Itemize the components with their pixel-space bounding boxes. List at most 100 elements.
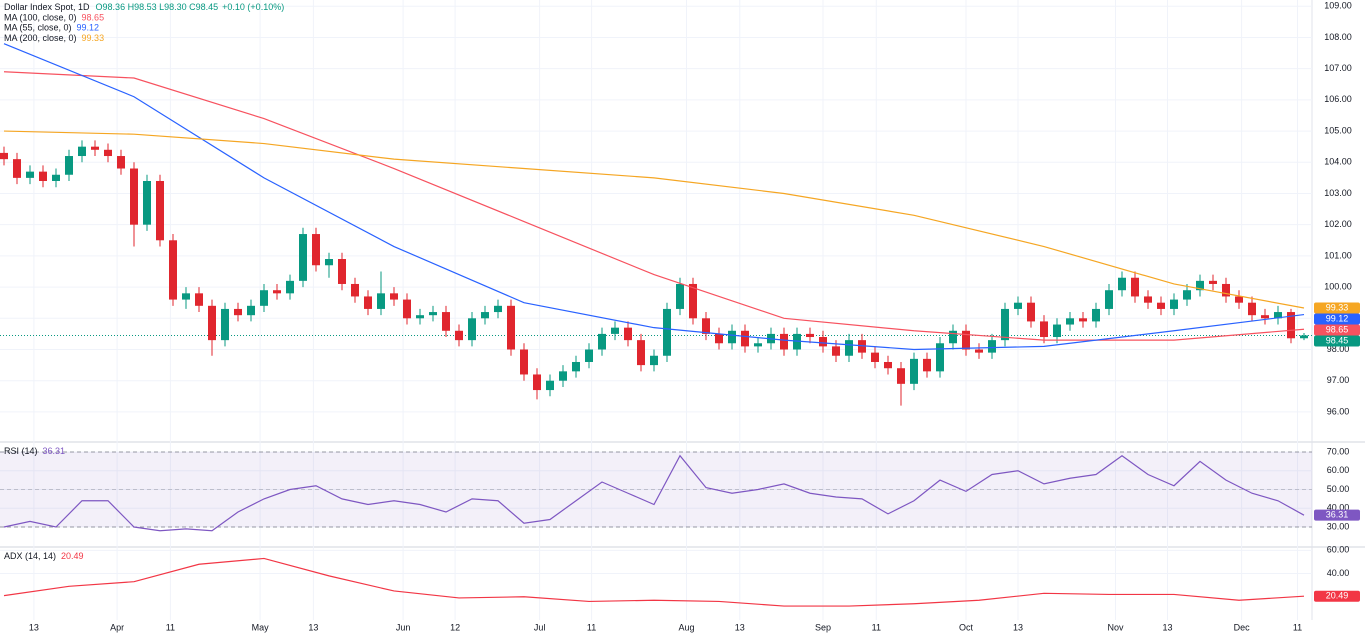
symbol-header: Dollar Index Spot, 1D O98.36 H98.53 L98.3… [4,2,284,12]
x-tick-label: 11 [872,622,881,632]
legend-value: 20.49 [61,551,84,561]
candle-body [312,234,320,266]
legend-name: MA (55, close, 0) [4,23,72,33]
candle-body [156,180,164,241]
y-tick-label: 30.00 [1327,521,1350,531]
candle-body [858,340,866,353]
indicator-line [3,130,1305,309]
candle-body [0,152,8,160]
candle-body [1144,296,1152,303]
candle-body [1092,308,1100,322]
change: +0.10 (+0.10%) [222,2,284,12]
candle-body [117,156,125,169]
candle-body [1274,312,1282,319]
candle-body [637,340,645,366]
candle-body [143,180,151,225]
candle-body [1170,299,1178,309]
candle-body [949,330,957,344]
candle-body [1287,312,1295,339]
y-tick-label: 106.00 [1324,94,1352,104]
y-tick-label: 40.00 [1327,503,1350,513]
candle-body [741,330,749,347]
indicator-line [3,43,1305,351]
candle-body [832,346,840,356]
legend-entry: ADX (14, 14) 20.49 [4,551,84,561]
price-box [1314,335,1360,347]
candle-body [624,327,632,341]
candle-body [1001,308,1009,341]
x-tick-label: Jun [396,622,411,632]
indicator-line [3,454,1305,532]
candle-body [910,358,918,384]
x-tick-label: 11 [1293,622,1302,632]
candle-body [65,156,73,175]
y-tick-label: 105.00 [1324,125,1352,135]
legend-value: 98.65 [82,13,105,23]
candle-body [1222,283,1230,297]
price-box-label: 98.65 [1326,324,1349,334]
legend-entry: RSI (14) 36.31 [4,446,65,456]
price-box [1314,590,1360,602]
candle-body [403,299,411,319]
candle-body [390,293,398,300]
candle-body [1261,315,1269,319]
y-tick-label: 97.00 [1327,375,1350,385]
candle-body [871,352,879,362]
candle-body [442,312,450,331]
candle-body [650,355,658,366]
x-tick-label: 13 [1013,622,1023,632]
candle-body [728,330,736,344]
price-box-label: 98.45 [1326,335,1349,345]
x-tick-label: 11 [587,622,596,632]
candle-body [598,333,606,350]
candle-body [286,280,294,294]
candle-body [1027,302,1035,322]
marks-layer [0,43,1308,607]
y-tick-label: 50.00 [1327,484,1350,494]
x-tick-label: Dec [1234,622,1251,632]
candle-body [819,337,827,347]
candle-body [572,361,580,372]
y-tick-label: 60.00 [1327,465,1350,475]
candle-body [988,340,996,353]
candle-body [234,308,242,316]
candle-body [221,308,229,341]
candle-body [130,168,138,225]
indicator-line [3,71,1305,341]
candle-body [1105,290,1113,309]
candle-body [1248,302,1256,316]
candle-body [559,371,567,381]
candle-body [1118,277,1126,291]
x-tick-label: 11 [166,622,175,632]
y-tick-label: 104.00 [1324,157,1352,167]
candle-body [481,312,489,319]
candle-body [377,293,385,309]
candle-body [260,290,268,306]
candle-body [520,349,528,375]
candle-body [325,259,333,266]
legend-value: 99.33 [82,33,105,43]
x-tick-label: Nov [1107,622,1124,632]
price-box [1314,509,1360,521]
candle-body [1066,318,1074,325]
candle-body [299,234,307,281]
x-tick-label: Aug [678,622,694,632]
legend-entry: MA (55, close, 0) 99.12 [4,23,99,33]
y-tick-label: 102.00 [1324,219,1352,229]
candle-body [351,283,359,297]
y-tick-label: 40.00 [1327,568,1350,578]
x-tick-label: 13 [1162,622,1172,632]
candle-body [585,349,593,362]
x-tick-label: Oct [959,622,974,632]
candle-body [533,374,541,391]
price-box [1314,324,1360,336]
x-tick-label: Jul [534,622,546,632]
y-tick-label: 100.00 [1324,281,1352,291]
x-tick-label: 13 [308,622,318,632]
x-tick-label: May [252,622,270,632]
candle-body [962,330,970,350]
x-tick-label: 13 [735,622,745,632]
candle-body [273,290,281,294]
candle-body [1300,335,1308,339]
